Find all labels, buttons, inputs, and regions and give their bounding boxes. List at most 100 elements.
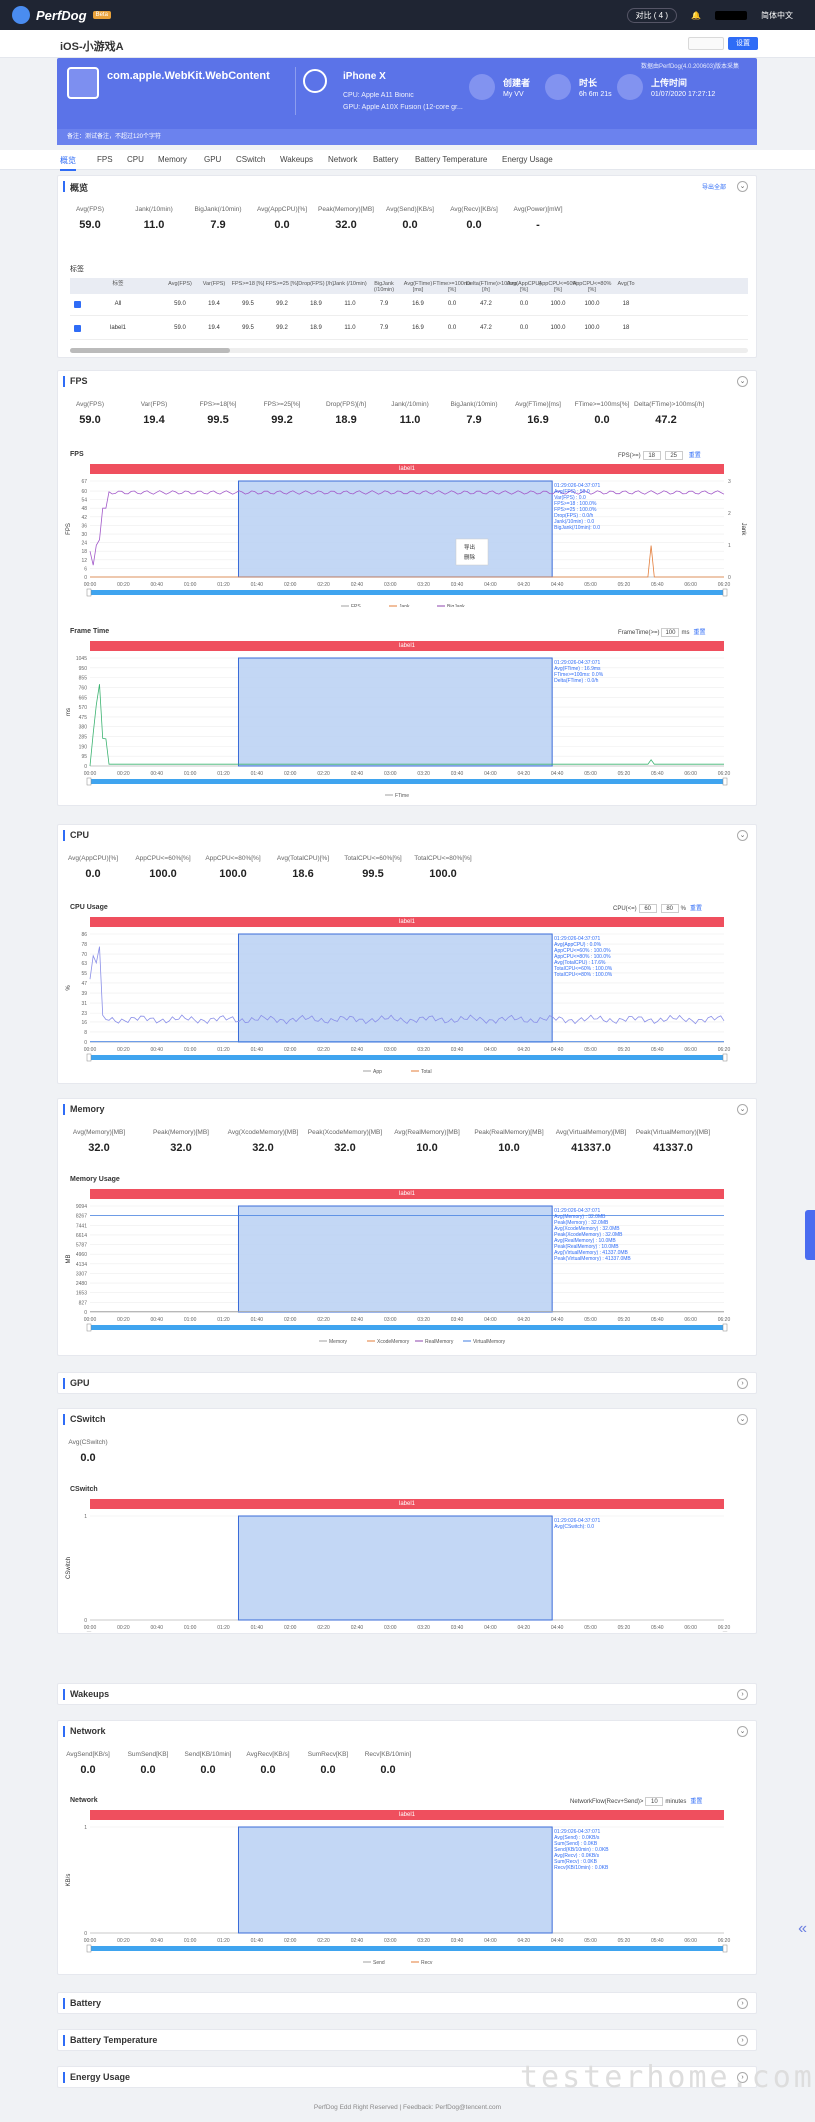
memory-label-bar[interactable]: label1 — [90, 1189, 724, 1199]
frame-time-reset-link[interactable]: 重置 — [693, 630, 706, 636]
cpu-threshold-input-2[interactable]: 80 — [660, 903, 679, 913]
y-tick-label: 24 — [81, 541, 87, 547]
collapse-icon[interactable]: ⌄ — [737, 1104, 748, 1115]
compare-button[interactable]: 对比 ( 4 ) — [626, 8, 678, 23]
context-menu-item[interactable]: 删除 — [464, 553, 476, 561]
network-label-bar[interactable]: label1 — [90, 1810, 724, 1820]
fps-threshold-input-2[interactable]: 25 — [664, 450, 683, 460]
table-scrollbar[interactable] — [70, 348, 748, 353]
cswitch-label-bar[interactable]: label1 — [90, 1499, 724, 1509]
tab-10[interactable]: Energy Usage — [502, 155, 553, 164]
tab-8[interactable]: Battery — [373, 155, 399, 164]
frame-time-label-bar[interactable]: label1 — [90, 641, 724, 651]
tab-6[interactable]: Wakeups — [280, 155, 314, 164]
table-header-cell[interactable]: FTime>=100ms [%] — [432, 281, 472, 293]
memory-chart[interactable]: 0 827 1653 2480 3307 4134 4960 5787 6614 7441 8267… — [58, 1202, 758, 1352]
context-menu-item[interactable]: 导出 — [464, 543, 475, 551]
bell-icon[interactable]: 🔔 — [691, 11, 701, 20]
export-all-link[interactable]: 导出全部 — [701, 185, 726, 191]
y-tick-label: 60 — [81, 489, 87, 495]
tab-3[interactable]: Memory — [158, 155, 187, 164]
table-header-cell[interactable]: FPS>=18 [%] — [231, 281, 265, 287]
table-header-cell[interactable]: 标签 — [112, 281, 124, 287]
y-tick-label: 0 — [84, 575, 87, 581]
table-header-cell[interactable]: Avg(FPS) — [168, 281, 192, 287]
tooltip-line: FPS>=18 : 100.0% — [554, 501, 597, 507]
collapse-icon[interactable]: ⌄ — [737, 1414, 748, 1425]
frame-time-threshold-input[interactable]: 100 — [661, 627, 680, 637]
side-feedback-tab[interactable] — [805, 1210, 815, 1260]
network-chart[interactable]: 0 1 KB/s 00:00 00:20 00:40 01:00 01:20 01:40 02:0… — [58, 1823, 758, 1973]
table-header-cell[interactable]: Delta(FTime)>100ms [/h] — [466, 281, 518, 293]
y-tick-label: 78 — [81, 942, 87, 948]
secondary-button[interactable] — [688, 37, 724, 50]
fps-label-bar[interactable]: label1 — [90, 464, 724, 474]
brand-logo[interactable]: PerfDog Beta — [12, 6, 111, 24]
x-tick-label: 04:00 — [484, 582, 497, 588]
collapse-icon[interactable]: ⌄ — [737, 181, 748, 192]
y-tick-label: 4134 — [76, 1262, 87, 1268]
table-header-cell[interactable]: Jank (/10min) — [333, 281, 367, 287]
x-tick-label: 04:00 — [484, 1317, 497, 1323]
expand-icon[interactable]: › — [737, 1689, 748, 1700]
expand-icon[interactable]: › — [737, 2072, 748, 2083]
selection-range — [237, 933, 553, 1043]
table-header-cell[interactable]: Drop(FPS) [/h] — [298, 281, 334, 287]
table-header-cell[interactable]: Avg(AppCPU) [%] — [506, 281, 542, 293]
stat-item: FPS>=18[%] 99.5 — [186, 401, 250, 426]
table-header-cell[interactable]: BigJank (/10min) — [373, 281, 395, 293]
x-tick-label: 00:00 — [84, 1625, 97, 1631]
tab-0[interactable]: 概览 — [60, 155, 76, 171]
tab-4[interactable]: GPU — [204, 155, 222, 164]
stat-item: Avg(Recv)[KB/s] 0.0 — [442, 206, 506, 231]
network-reset-link[interactable]: 重置 — [690, 1799, 703, 1805]
x-tick-label: 02:00 — [284, 1047, 297, 1053]
row-checkbox[interactable] — [74, 301, 81, 308]
range-handle-left — [86, 1944, 92, 1953]
tab-9[interactable]: Battery Temperature — [415, 155, 488, 164]
fps-reset-link[interactable]: 重置 — [688, 453, 701, 459]
table-header-cell[interactable]: Var(FPS) — [202, 281, 226, 287]
x-tick-label: 03:00 — [384, 1047, 397, 1053]
tab-1[interactable]: FPS — [97, 155, 113, 164]
user-avatar[interactable] — [715, 11, 747, 20]
cpu-label-bar[interactable]: label1 — [90, 917, 724, 927]
cswitch-chart[interactable]: 0 1 CSwitch 00:00 00:20 00:40 01:00 01:20 01:40 0… — [58, 1512, 758, 1632]
table-header-cell[interactable]: Avg(FTime) [ms] — [403, 281, 433, 293]
network-threshold-input[interactable]: 10 — [645, 1796, 664, 1806]
table-header-cell[interactable]: FPS>=25 [%] — [265, 281, 299, 287]
tab-5[interactable]: CSwitch — [236, 155, 266, 164]
language-select[interactable]: 简体中文 — [761, 11, 793, 20]
remark: 备注：测试备注，不超过120个字符 — [57, 129, 757, 145]
cpu-threshold-input-1[interactable]: 60 — [638, 903, 657, 913]
stat-label: SumRecv[KB] — [307, 1751, 349, 1758]
table-header-cell[interactable]: Avg(To — [617, 281, 635, 287]
stat-value: 7.9 — [210, 219, 226, 231]
expand-icon[interactable]: › — [737, 2035, 748, 2046]
x-tick-label: 02:00 — [284, 1317, 297, 1323]
series-line — [89, 684, 724, 767]
row-checkbox[interactable] — [74, 325, 81, 332]
y-axis-label: MB — [66, 1255, 72, 1264]
table-header-cell[interactable]: AppCPU<=60% [%] — [538, 281, 578, 293]
expand-icon[interactable]: › — [737, 1378, 748, 1389]
collapse-icon[interactable]: ⌄ — [737, 830, 748, 841]
table-header-cell[interactable]: AppCPU<=80% [%] — [572, 281, 612, 293]
page-title: iOS-小游戏A — [60, 41, 124, 53]
x-tick-label: 04:40 — [551, 771, 564, 777]
collapse-panel-icon[interactable]: « — [798, 1920, 807, 1937]
collapse-icon[interactable]: ⌄ — [737, 376, 748, 387]
tab-7[interactable]: Network — [328, 155, 358, 164]
fps-threshold-input-1[interactable]: 18 — [642, 450, 661, 460]
frame-time-chart[interactable]: 0 95 190 285 380 475 570 665 760 855 950 1045 ms 00:0… — [58, 654, 758, 804]
tab-2[interactable]: CPU — [127, 155, 144, 164]
collapse-icon[interactable]: ⌄ — [737, 1726, 748, 1737]
expand-icon[interactable]: › — [737, 1998, 748, 2009]
x-tick-label: 05:40 — [651, 1047, 664, 1053]
fps-threshold-control: FPS(>=) 18 25 重置 — [618, 450, 701, 460]
cpu-chart[interactable]: 0 8 16 23 31 39 47 55 63 70 78 86% 00:00 00:20 00:40 01… — [58, 930, 758, 1080]
settings-button[interactable]: 设置 — [728, 37, 758, 50]
stat-value: 0.0 — [594, 414, 610, 426]
cpu-reset-link[interactable]: 重置 — [690, 906, 703, 912]
